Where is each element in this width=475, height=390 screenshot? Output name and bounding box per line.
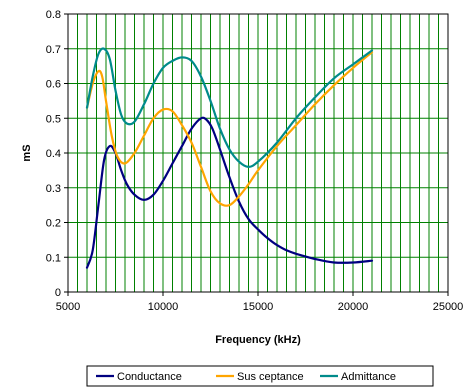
x-tick-label: 15000 bbox=[243, 301, 274, 313]
legend-label: Sus ceptance bbox=[237, 371, 304, 383]
x-tick-label: 20000 bbox=[338, 301, 369, 313]
series-line-admittance bbox=[85, 47, 374, 168]
x-axis-label: Frequency (kHz) bbox=[215, 334, 301, 346]
y-tick-label: 0.6 bbox=[46, 79, 61, 91]
legend-label: Admittance bbox=[341, 371, 396, 383]
x-tick-label: 5000 bbox=[56, 301, 80, 313]
y-axis-label: mS bbox=[21, 144, 33, 161]
tick-labels: 0 0.1 0.2 0.3 0.4 0.5 0.6 0.7 0.8 5000 10000 15000 2… bbox=[46, 9, 464, 313]
y-tick-label: 0.5 bbox=[46, 113, 61, 125]
legend-label: Conductance bbox=[117, 371, 182, 383]
y-tick-label: 0.1 bbox=[46, 252, 61, 264]
y-tick-label: 0.3 bbox=[46, 183, 61, 195]
series-lines bbox=[85, 47, 374, 269]
y-tick-label: 0.7 bbox=[46, 44, 61, 56]
y-tick-label: 0.4 bbox=[46, 148, 61, 160]
x-tick-label: 25000 bbox=[433, 301, 464, 313]
legend-box bbox=[86, 365, 434, 387]
x-tick-label: 10000 bbox=[148, 301, 179, 313]
grid bbox=[68, 14, 448, 292]
series-line-sus-ceptance bbox=[85, 51, 374, 207]
y-tick-label: 0 bbox=[55, 287, 61, 299]
y-tick-label: 0.8 bbox=[46, 9, 61, 21]
legend: Conductance Sus ceptance Admittance bbox=[86, 365, 434, 387]
y-tick-label: 0.2 bbox=[46, 218, 61, 230]
